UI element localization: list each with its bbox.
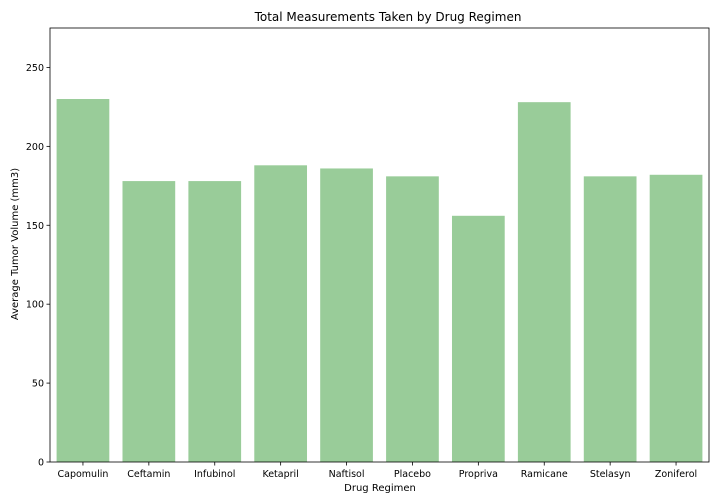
- bar-placebo: [386, 176, 439, 462]
- x-axis-ticks: Capomulin Ceftamin Infubinol Ketapril Naftis…: [58, 462, 697, 480]
- x-tick-label: Naftisol: [329, 469, 365, 480]
- x-axis-label: Drug Regimen: [344, 483, 416, 494]
- chart-title: Total Measurements Taken by Drug Regimen: [254, 10, 522, 24]
- bar-capomulin: [56, 99, 110, 462]
- bar-stelasyn: [583, 176, 637, 462]
- y-tick-label: 150: [26, 221, 44, 232]
- bar-ceftamin: [122, 181, 176, 463]
- bar-propriva: [451, 215, 505, 462]
- x-tick-label: Ramicane: [521, 469, 568, 480]
- x-tick-label: Stelasyn: [590, 469, 631, 480]
- y-tick-label: 250: [26, 63, 44, 74]
- y-axis-label: Average Tumor Volume (mm3): [10, 168, 21, 320]
- bars-group: [56, 99, 703, 463]
- x-tick-label: Capomulin: [58, 469, 109, 480]
- x-tick-label: Propriva: [459, 469, 498, 480]
- x-tick-label: Ceftamin: [127, 469, 170, 480]
- x-tick-label: Infubinol: [194, 469, 235, 480]
- y-tick-label: 200: [26, 142, 44, 153]
- bar-naftisol: [320, 168, 373, 462]
- y-tick-label: 100: [26, 300, 44, 311]
- y-tick-label: 50: [32, 379, 44, 390]
- y-axis-ticks: 0 50 100 150 200 250: [26, 63, 50, 469]
- plot-frame: [49, 27, 710, 463]
- bar-infubinol: [188, 181, 242, 463]
- x-tick-label: Placebo: [394, 469, 431, 480]
- y-tick-label: 0: [38, 458, 44, 469]
- bar-zoniferol: [649, 174, 703, 462]
- bar-ketapril: [254, 165, 308, 462]
- x-tick-label: Ketapril: [262, 469, 298, 480]
- bar-ramicane: [517, 102, 571, 462]
- x-tick-label: Zoniferol: [655, 469, 697, 480]
